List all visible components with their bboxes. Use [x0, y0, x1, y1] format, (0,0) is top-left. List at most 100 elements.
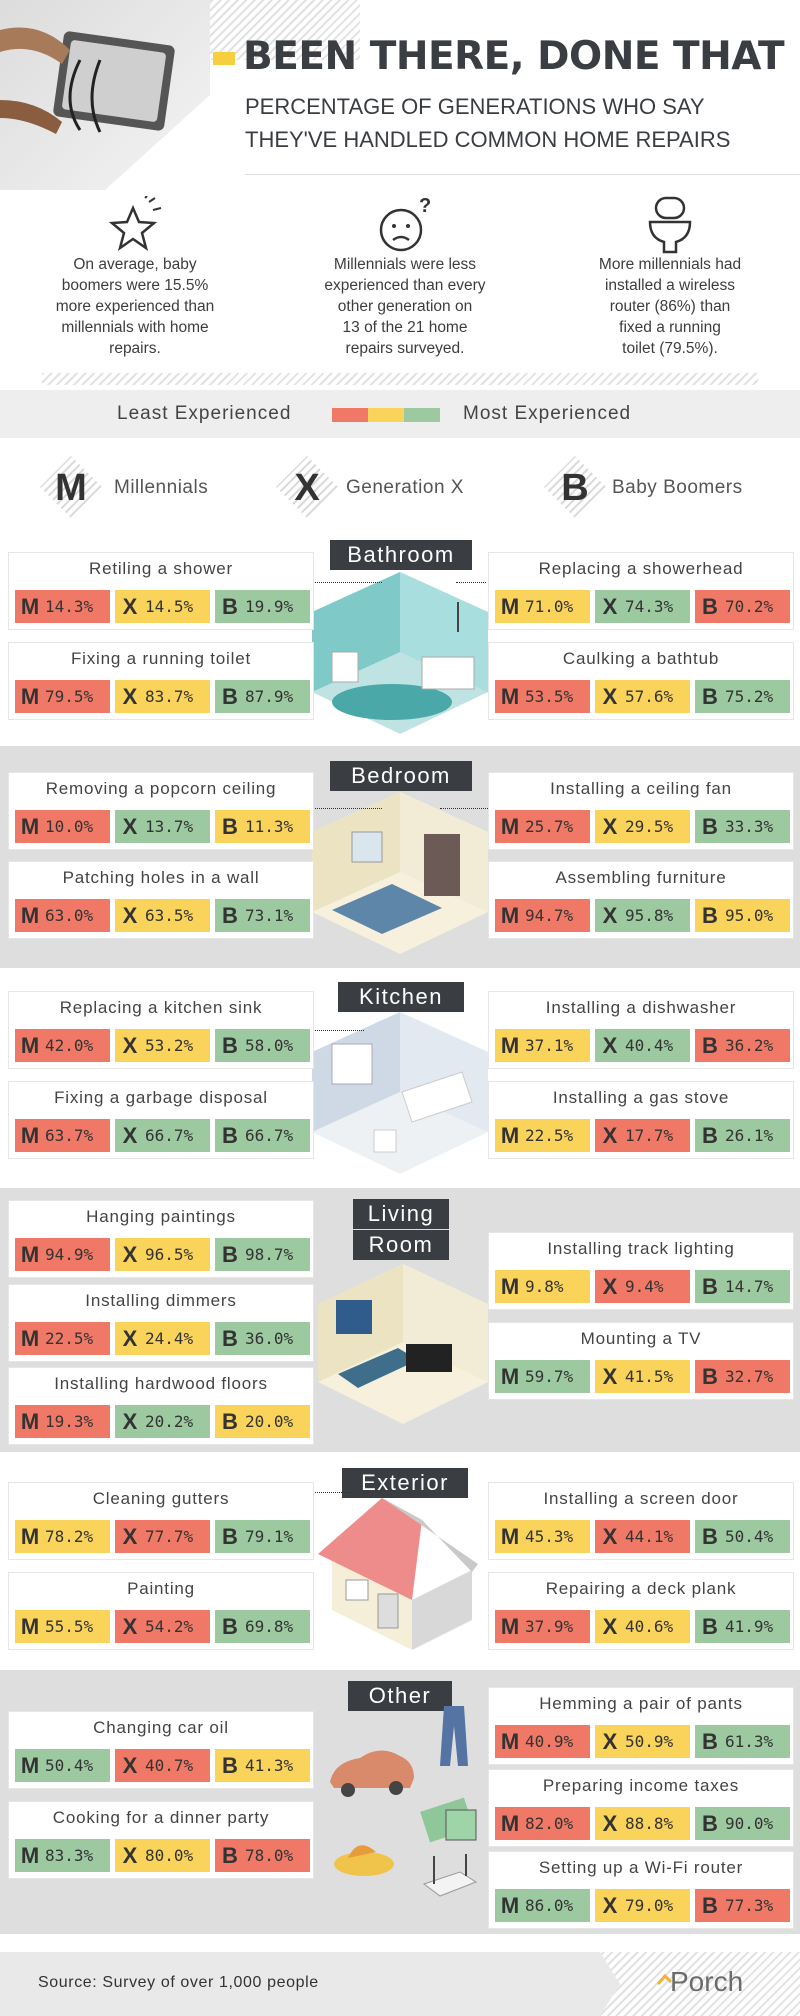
- percent-pill-x: X 77.7%: [115, 1520, 210, 1553]
- source-note: Source: Survey of over 1,000 people: [38, 1974, 319, 1991]
- generation-letter: M: [500, 1892, 520, 1918]
- percent-value: 63.5%: [145, 906, 194, 925]
- percent-value: 42.0%: [45, 1036, 94, 1055]
- generation-letter: M: [20, 1752, 40, 1778]
- room-label-room: Room: [353, 1230, 449, 1260]
- percent-pill-m: M 22.5%: [15, 1322, 110, 1355]
- subtitle-line-1: PERCENTAGE OF GENERATIONS WHO SAY: [245, 94, 705, 119]
- generation-letter: B: [222, 1752, 238, 1778]
- percent-pill-x: X 50.9%: [595, 1725, 690, 1758]
- percent-pill-m: M 79.5%: [15, 680, 110, 713]
- percent-pill-b: B 75.2%: [695, 680, 790, 713]
- generation-letter: B: [702, 813, 718, 839]
- percent-value: 54.2%: [145, 1617, 194, 1636]
- percent-value: 19.9%: [245, 597, 294, 616]
- percent-pill-x: X 66.7%: [115, 1119, 210, 1152]
- generation-label: Generation X: [346, 477, 464, 498]
- generation-letter: X: [122, 1842, 138, 1868]
- generation-letter: B: [702, 1810, 718, 1836]
- generation-letter: B: [222, 1408, 238, 1434]
- percent-value: 57.6%: [625, 687, 674, 706]
- percent-pill-x: X 57.6%: [595, 680, 690, 713]
- percent-pill-b: B 95.0%: [695, 899, 790, 932]
- percent-pill-b: B 78.0%: [215, 1839, 310, 1872]
- percent-value: 24.4%: [145, 1329, 194, 1348]
- living-room-illustration-icon: [318, 1264, 488, 1424]
- percent-value: 17.7%: [625, 1126, 674, 1145]
- percent-pill-m: M 45.3%: [495, 1520, 590, 1553]
- generation-letter: X: [602, 1523, 618, 1549]
- percent-pill-m: M 50.4%: [15, 1749, 110, 1782]
- percent-pill-m: M 86.0%: [495, 1889, 590, 1922]
- generation-letter: X: [122, 902, 138, 928]
- repair-card: Retiling a shower M 14.3% X 14.5% B 19.9%: [8, 552, 314, 630]
- generation-letter: M: [500, 1523, 520, 1549]
- generation-letter: M: [500, 1032, 520, 1058]
- generation-letter: X: [602, 1273, 618, 1299]
- generation-letter: B: [222, 1325, 238, 1351]
- percent-pill-m: M 94.7%: [495, 899, 590, 932]
- subtitle-line-2: THEY'VE HANDLED COMMON HOME REPAIRS: [245, 127, 731, 152]
- generation-letter: B: [222, 902, 238, 928]
- fact-line: toilet (79.5%).: [622, 340, 718, 357]
- room-label-kitchen: Kitchen: [338, 982, 464, 1012]
- repair-title: Cleaning gutters: [92, 1489, 230, 1508]
- percent-pill-b: B 50.4%: [695, 1520, 790, 1553]
- percent-pill-x: X 54.2%: [115, 1610, 210, 1643]
- generation-label: Baby Boomers: [612, 477, 743, 498]
- generation-letter: B: [702, 1363, 718, 1389]
- generation-letter: M: [500, 683, 520, 709]
- percent-pill-x: X 9.4%: [595, 1270, 690, 1303]
- fact-text: More millennials had installed a wireless…: [555, 254, 785, 359]
- generation-letter: B: [702, 593, 718, 619]
- generation-letter: B: [222, 683, 238, 709]
- percent-value: 70.2%: [725, 597, 774, 616]
- leader-line: [456, 582, 486, 583]
- percent-pill-x: X 88.8%: [595, 1807, 690, 1840]
- percent-value: 95.8%: [625, 906, 674, 925]
- facts-hatch-divider: [42, 373, 758, 385]
- repair-title: Installing track lighting: [547, 1239, 735, 1258]
- generation-letter: M: [20, 593, 40, 619]
- percent-value: 59.7%: [525, 1367, 574, 1386]
- generation-letter: X: [602, 683, 618, 709]
- repair-title: Hemming a pair of pants: [539, 1694, 743, 1713]
- repair-card: Installing a screen door M 45.3% X 44.1% B 50.…: [488, 1482, 794, 1560]
- percent-pill-b: B 36.2%: [695, 1029, 790, 1062]
- generation-letter: B: [702, 1728, 718, 1754]
- fact-line: other generation on: [337, 298, 473, 315]
- percent-value: 61.3%: [725, 1732, 774, 1751]
- porch-brand: Porch: [670, 1966, 744, 1997]
- percent-value: 22.5%: [45, 1329, 94, 1348]
- percent-value: 98.7%: [245, 1245, 294, 1264]
- header-photo: [0, 0, 210, 190]
- bedroom-illustration-icon: [312, 792, 488, 954]
- fact-line: On average, baby: [73, 256, 197, 273]
- percent-pill-x: X 40.6%: [595, 1610, 690, 1643]
- generation-letter: B: [702, 902, 718, 928]
- generation-letter: B: [702, 1613, 718, 1639]
- legend-swatch-green: [404, 408, 440, 422]
- repair-card: Installing a gas stove M 22.5% X 17.7% B 26.1%: [488, 1081, 794, 1159]
- repair-title: Replacing a showerhead: [538, 559, 744, 578]
- generation-letter: X: [602, 1810, 618, 1836]
- percent-value: 83.3%: [45, 1846, 94, 1865]
- svg-text:B: B: [561, 467, 588, 509]
- generation-letter: M: [500, 813, 520, 839]
- generation-letter: M: [500, 902, 520, 928]
- percent-value: 29.5%: [625, 817, 674, 836]
- percent-pill-b: B 73.1%: [215, 899, 310, 932]
- generation-letter: M: [20, 1122, 40, 1148]
- percent-value: 22.5%: [525, 1126, 574, 1145]
- repair-card: Caulking a bathtub M 53.5% X 57.6% B 75.2%: [488, 642, 794, 720]
- percent-pill-x: X 95.8%: [595, 899, 690, 932]
- car-icon: [330, 1750, 414, 1797]
- percent-pill-m: M 63.0%: [15, 899, 110, 932]
- percent-value: 78.2%: [45, 1527, 94, 1546]
- leader-line: [440, 808, 488, 809]
- percent-pill-b: B 77.3%: [695, 1889, 790, 1922]
- percent-pill-b: B 33.3%: [695, 810, 790, 843]
- generation-letter: M: [20, 1408, 40, 1434]
- percent-value: 55.5%: [45, 1617, 94, 1636]
- dinner-food-icon: [334, 1845, 394, 1876]
